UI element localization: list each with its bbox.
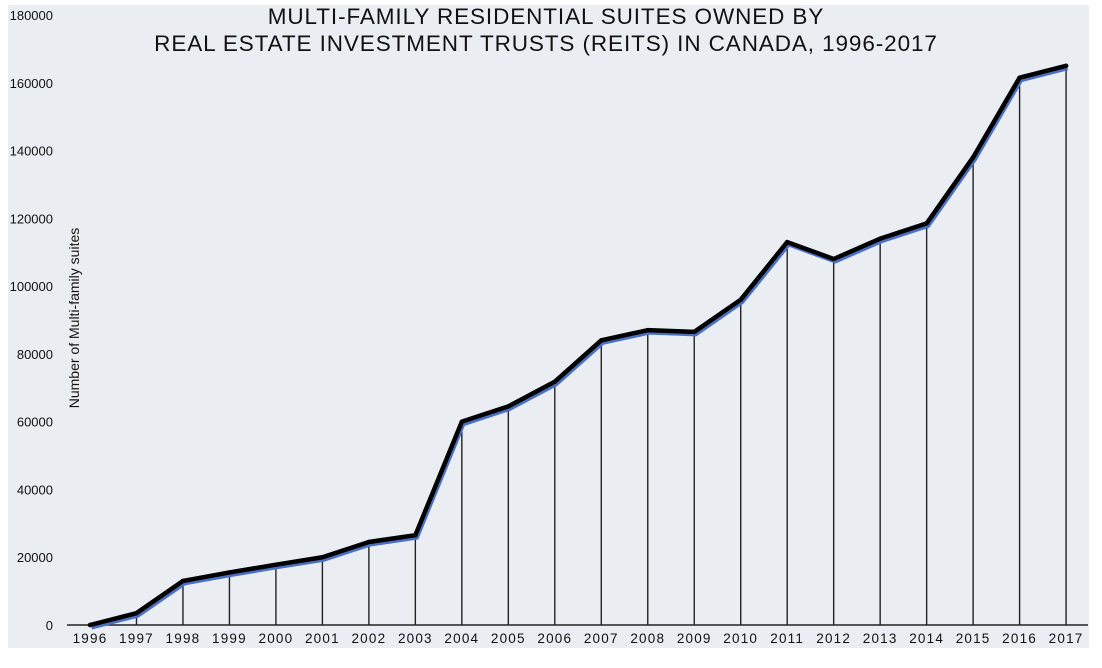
y-tick-label: 40000 [17, 482, 53, 497]
x-tick-label: 2017 [1049, 631, 1084, 646]
data-point [506, 404, 511, 409]
y-tick-label: 120000 [10, 211, 53, 226]
chart-title-line-2: REAL ESTATE INVESTMENT TRUSTS (REITS) IN… [154, 31, 938, 56]
data-point [924, 221, 929, 226]
data-point [180, 578, 186, 584]
y-tick-label: 20000 [17, 550, 53, 565]
data-point [1063, 63, 1069, 69]
y-tick-label: 180000 [10, 8, 53, 23]
x-tick-label: 1999 [212, 631, 247, 646]
y-tick-label: 60000 [17, 415, 53, 430]
x-tick-label: 2008 [630, 631, 665, 646]
y-tick-label: 100000 [10, 279, 53, 294]
data-point [87, 622, 93, 628]
data-point [273, 562, 279, 567]
y-tick-labels: 0 20000 40000 60000 80000 100000 120000 140000 1… [10, 8, 53, 633]
x-tick-label: 2000 [258, 631, 293, 646]
x-tick-label: 2005 [491, 631, 526, 646]
x-tick-label: 2006 [537, 631, 572, 646]
x-tick-label: 1996 [73, 631, 108, 646]
data-point [552, 379, 557, 384]
series-group [87, 63, 1069, 630]
x-tick-label: 2014 [909, 631, 944, 646]
x-tick-label: 2015 [956, 631, 991, 646]
drop-lines [135, 65, 1067, 625]
x-tick-label: 2004 [444, 631, 479, 646]
x-tick-labels: 1996 1997 1998 1999 2000 2001 2002 2003 2004 2005… [73, 631, 1084, 646]
data-point [459, 419, 465, 424]
x-tick-label: 2011 [770, 631, 804, 646]
data-point [366, 539, 372, 545]
data-point [134, 610, 139, 616]
x-tick-label: 2010 [723, 631, 758, 646]
data-point [599, 338, 604, 343]
data-point [831, 256, 836, 262]
x-tick-label: 2001 [305, 631, 340, 646]
y-tick-label: 160000 [10, 76, 53, 91]
data-point [645, 327, 650, 333]
x-tick-label: 2012 [816, 631, 851, 646]
data-point [1017, 75, 1022, 80]
data-point [320, 555, 325, 560]
x-tick-label: 2016 [1002, 631, 1037, 646]
data-point [785, 239, 790, 245]
x-tick-label: 2007 [584, 631, 619, 646]
data-point [692, 329, 697, 335]
data-point [227, 570, 232, 575]
y-tick-label: 80000 [17, 347, 53, 362]
y-tick-label: 0 [46, 618, 53, 633]
data-point [970, 155, 976, 160]
series-shadow-line [91, 66, 1069, 630]
x-tick-label: 1997 [119, 631, 154, 646]
data-point [877, 236, 883, 241]
x-tick-label: 2003 [398, 631, 433, 646]
x-tick-label: 2013 [863, 631, 898, 646]
x-tick-label: 2009 [677, 631, 712, 646]
chart-title-line-1: MULTI-FAMILY RESIDENTIAL SUITES OWNED BY [268, 4, 825, 29]
y-tick-label: 140000 [10, 144, 53, 159]
x-tick-label: 2002 [351, 631, 386, 646]
data-point [413, 532, 418, 538]
x-tick-label: 1998 [166, 631, 201, 646]
data-point [738, 297, 743, 302]
series-line [87, 63, 1069, 628]
y-axis-label: Number of Multi-family suites [66, 228, 82, 409]
plot-background [8, 5, 1089, 648]
